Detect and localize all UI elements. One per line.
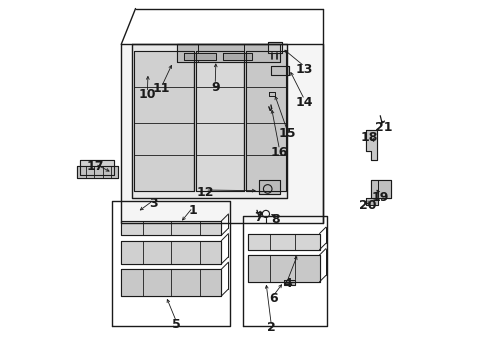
Text: 15: 15 — [278, 127, 296, 140]
Polygon shape — [134, 51, 194, 191]
Polygon shape — [246, 51, 285, 191]
Text: 7: 7 — [254, 211, 263, 224]
Polygon shape — [283, 280, 294, 285]
Text: 14: 14 — [295, 96, 313, 109]
Text: 11: 11 — [153, 82, 170, 95]
Polygon shape — [267, 42, 282, 53]
Polygon shape — [121, 269, 221, 296]
Polygon shape — [121, 241, 221, 264]
Text: 1: 1 — [188, 204, 197, 217]
Polygon shape — [80, 160, 114, 175]
Polygon shape — [247, 255, 319, 282]
Polygon shape — [370, 180, 390, 198]
Text: 6: 6 — [268, 292, 277, 305]
Text: 8: 8 — [271, 213, 280, 226]
Text: 21: 21 — [374, 121, 392, 134]
Polygon shape — [121, 44, 323, 223]
Text: 2: 2 — [266, 321, 275, 334]
Polygon shape — [247, 234, 319, 249]
Polygon shape — [223, 53, 251, 60]
Text: 10: 10 — [138, 89, 156, 102]
Text: 12: 12 — [196, 186, 214, 199]
Polygon shape — [258, 180, 280, 194]
Text: 19: 19 — [371, 192, 388, 204]
Polygon shape — [132, 44, 287, 198]
Text: 3: 3 — [149, 197, 158, 210]
Polygon shape — [121, 221, 221, 235]
Text: 9: 9 — [210, 81, 219, 94]
Text: 16: 16 — [270, 146, 287, 159]
Text: 5: 5 — [172, 318, 181, 331]
Text: 20: 20 — [358, 199, 376, 212]
Text: 4: 4 — [283, 277, 291, 290]
Polygon shape — [196, 51, 244, 191]
Polygon shape — [176, 44, 280, 62]
Polygon shape — [365, 198, 378, 205]
Polygon shape — [268, 93, 274, 96]
Polygon shape — [365, 130, 376, 160]
Polygon shape — [77, 166, 118, 178]
Polygon shape — [271, 66, 288, 75]
Text: 18: 18 — [360, 131, 377, 144]
Text: 17: 17 — [86, 160, 104, 173]
Text: 13: 13 — [295, 63, 312, 76]
Polygon shape — [183, 53, 216, 60]
